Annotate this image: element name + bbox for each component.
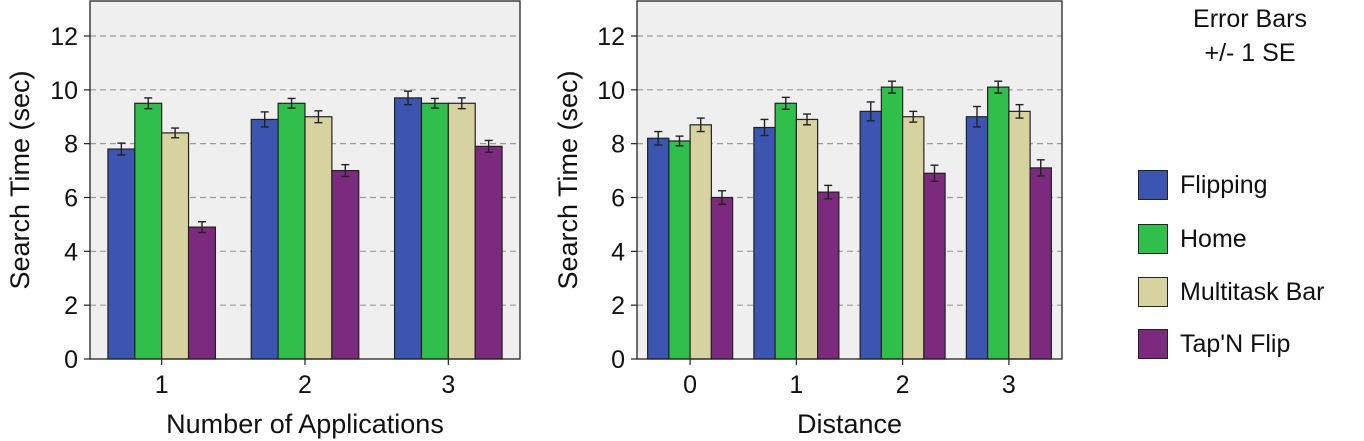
bar xyxy=(923,172,946,360)
x-tick-label: 1 xyxy=(789,371,803,399)
bar xyxy=(795,118,819,360)
bar xyxy=(965,116,989,360)
y-tick-label: 0 xyxy=(64,346,78,374)
legend-swatch-flipping xyxy=(1138,170,1168,200)
y-tick-label: 12 xyxy=(50,23,78,51)
bar xyxy=(187,226,217,360)
bar xyxy=(474,145,503,360)
legend-label-multitask-bar: Multitask Bar xyxy=(1180,277,1325,306)
y-tick-label: 4 xyxy=(64,238,78,266)
legend-label-home: Home xyxy=(1180,224,1247,253)
legend-label-flipping: Flipping xyxy=(1180,170,1268,199)
bar xyxy=(987,86,1010,360)
y-tick-label: 8 xyxy=(64,131,78,159)
legend-item-home: Home xyxy=(1138,221,1247,257)
x-tick-label: 1 xyxy=(155,371,169,399)
bar xyxy=(753,126,776,360)
legend-swatch-tapn-flip xyxy=(1138,329,1168,359)
bar xyxy=(107,148,136,360)
x-tick-label: 2 xyxy=(298,371,312,399)
y-tick-label: 12 xyxy=(597,23,625,51)
y-axis-label: Search Time (sec) xyxy=(5,70,35,289)
bar xyxy=(859,110,882,360)
x-tick-label: 0 xyxy=(683,371,697,399)
bar xyxy=(420,102,449,360)
legend-item-multitask-bar: Multitask Bar xyxy=(1138,274,1324,310)
plot-frame xyxy=(636,0,1063,360)
x-tick-label: 2 xyxy=(896,371,910,399)
error-bars-note: Error Bars +/- 1 SE xyxy=(1160,2,1340,70)
bar xyxy=(880,86,904,360)
bar xyxy=(817,191,840,360)
x-tick-label: 3 xyxy=(441,371,455,399)
y-tick-label: 4 xyxy=(611,238,625,266)
bar xyxy=(250,118,279,360)
plot-frame xyxy=(89,0,521,360)
bar xyxy=(710,196,734,360)
bar xyxy=(393,97,423,360)
x-axis-label: Distance xyxy=(797,409,902,439)
legend-label-tapn-flip: Tap'N Flip xyxy=(1180,329,1291,358)
bar xyxy=(647,137,670,360)
y-tick-label: 2 xyxy=(64,292,78,320)
bar xyxy=(161,132,190,360)
y-tick-label: 6 xyxy=(611,184,625,212)
bar xyxy=(134,102,163,360)
y-tick-label: 10 xyxy=(597,77,625,105)
bar xyxy=(902,116,925,360)
y-tick-label: 8 xyxy=(611,131,625,159)
bar xyxy=(1029,167,1052,360)
x-tick-label: 3 xyxy=(1002,371,1016,399)
bar xyxy=(447,102,476,360)
error-bars-note-line1: Error Bars xyxy=(1193,5,1307,33)
y-axis-label: Search Time (sec) xyxy=(553,70,583,289)
bar xyxy=(689,124,712,360)
legend-swatch-multitask-bar xyxy=(1138,277,1168,307)
x-axis-label: Number of Applications xyxy=(166,409,444,439)
y-tick-label: 10 xyxy=(50,77,78,105)
y-tick-label: 2 xyxy=(611,292,625,320)
legend-swatch-home xyxy=(1138,224,1168,254)
bar xyxy=(774,102,797,360)
bar xyxy=(668,140,691,360)
bar xyxy=(304,116,333,360)
bar xyxy=(1008,110,1031,360)
legend-item-flipping: Flipping xyxy=(1138,167,1268,203)
legend-item-tapn-flip: Tap'N Flip xyxy=(1138,326,1290,362)
bar xyxy=(331,169,360,360)
error-bars-note-line2: +/- 1 SE xyxy=(1204,39,1296,67)
y-tick-label: 6 xyxy=(64,184,78,212)
bar xyxy=(277,102,306,360)
y-tick-label: 0 xyxy=(611,346,625,374)
